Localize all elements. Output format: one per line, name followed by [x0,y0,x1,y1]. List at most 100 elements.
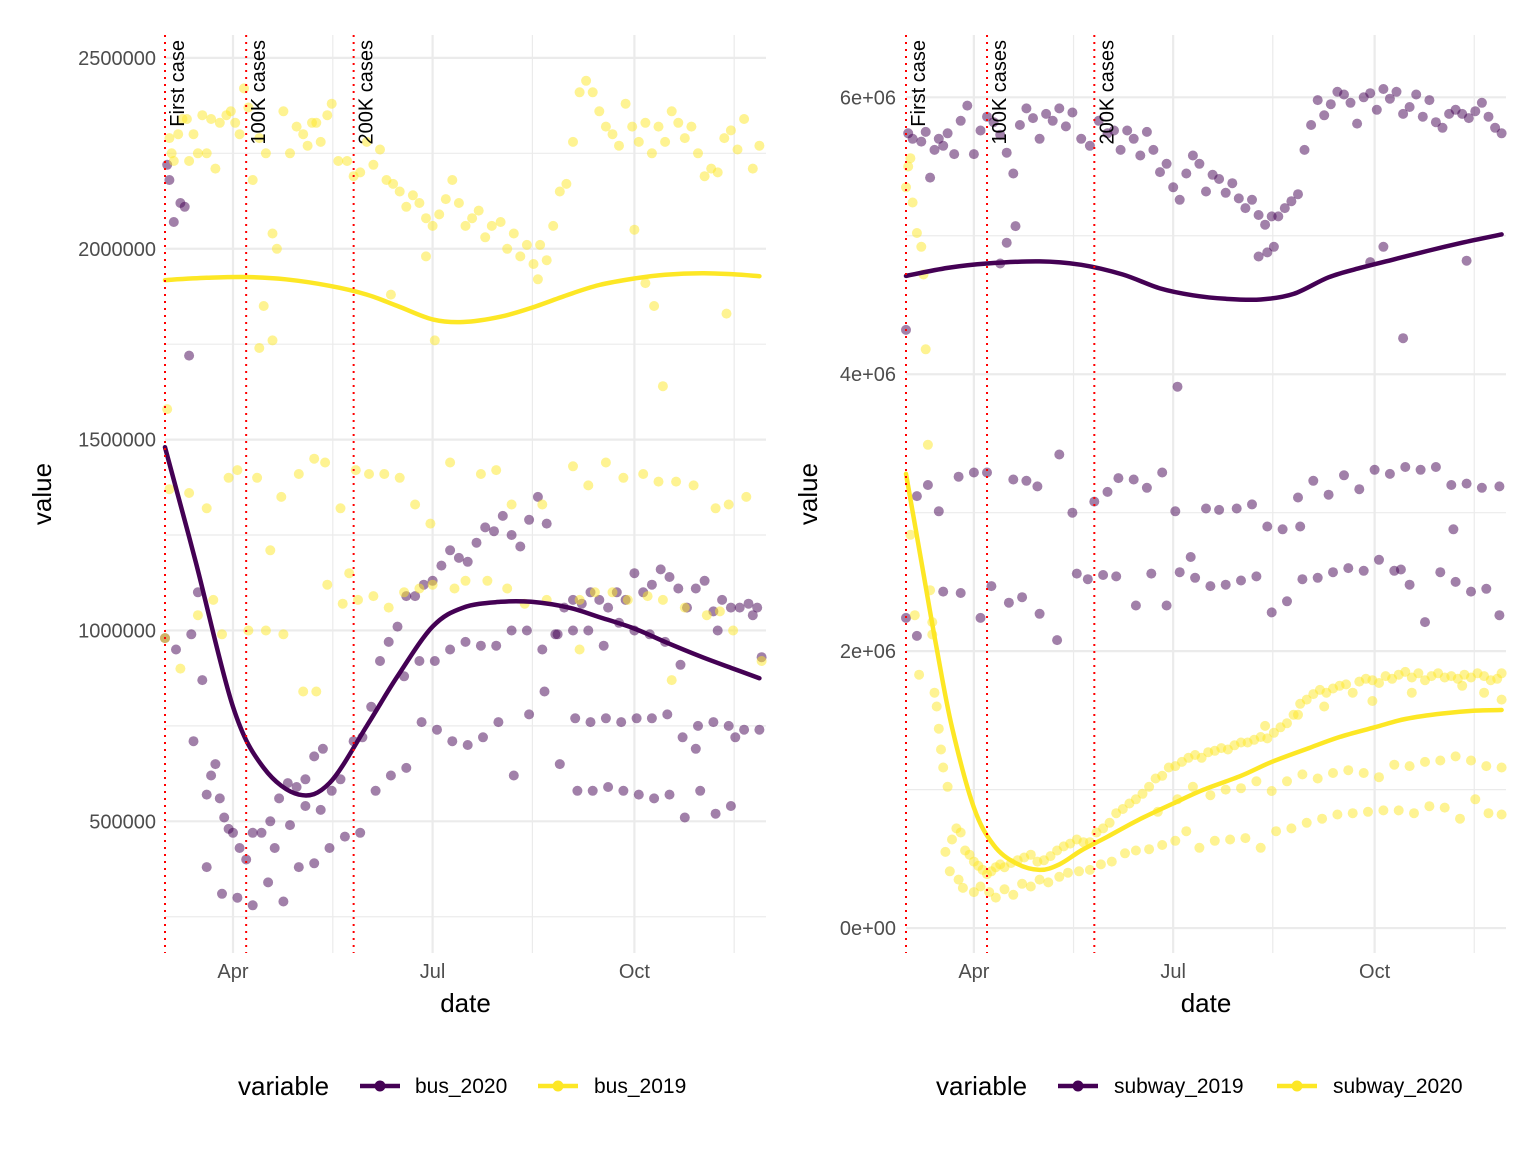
data-point-subway_2019 [1253,210,1264,220]
data-point-subway_2019 [1041,108,1052,119]
data-point-bus_2019 [278,106,289,117]
data-point-bus_2019 [298,129,309,140]
data-point-subway_2019 [1034,608,1045,619]
data-point-bus_2019 [712,167,723,178]
data-point-subway_2019 [1279,203,1290,214]
data-point-subway_2019 [1470,106,1481,117]
data-point-bus_2020 [708,717,719,728]
data-point-subway_2020 [1420,756,1430,767]
data-point-bus_2020 [201,789,212,800]
data-point-subway_2019 [982,467,992,478]
data-point-subway_2020 [1374,772,1384,783]
data-point-bus_2019 [574,644,585,655]
data-point-bus_2019 [230,117,241,128]
data-point-bus_2019 [482,575,493,586]
bus-panel: 500000 1000000 1500000 2000000 2500000 Apr Jul… [27,35,767,1101]
data-point-subway_2019 [1014,120,1025,130]
data-point-subway_2019 [1273,211,1284,222]
data-point-subway_2019 [1067,107,1078,118]
data-point-bus_2020 [752,602,763,613]
data-point-subway_2019 [1187,150,1198,161]
data-point-bus_2019 [267,228,278,239]
data-point-bus_2019 [480,232,491,243]
data-point-bus_2019 [449,583,460,594]
data-point-subway_2020 [942,781,953,792]
data-point-subway_2020 [1455,813,1465,824]
data-point-subway_2020 [953,874,964,885]
data-point-subway_2020 [1479,687,1490,698]
data-point-bus_2020 [747,610,758,621]
data-point-bus_2019 [364,469,374,479]
data-point-bus_2019 [322,579,333,590]
data-point-subway_2019 [929,144,940,155]
data-point-bus_2019 [627,121,638,132]
data-point-bus_2020 [723,720,734,731]
data-point-subway_2019 [1260,219,1271,230]
data-point-bus_2019 [532,274,543,285]
data-point-subway_2019 [1253,251,1264,262]
data-point-subway_2019 [1174,567,1185,578]
data-point-bus_2019 [201,503,212,514]
data-point-bus_2019 [541,255,552,266]
data-point-bus_2019 [399,587,410,598]
y-tick-label: 2000000 [78,239,156,261]
data-point-subway_2019 [1371,104,1382,115]
data-point-bus_2020 [214,793,225,804]
data-point-subway_2019 [1319,110,1330,121]
data-point-bus_2020 [541,518,552,529]
data-point-bus_2020 [300,774,311,785]
data-point-bus_2020 [649,793,660,804]
data-point-bus_2019 [258,301,269,311]
data-point-bus_2020 [197,675,208,686]
data-point-bus_2019 [686,121,697,132]
data-point-bus_2019 [361,136,372,147]
data-point-bus_2019 [298,686,309,697]
data-point-subway_2019 [1111,571,1122,582]
data-point-subway_2019 [1378,241,1389,252]
data-point-bus_2020 [291,782,302,792]
data-point-subway_2019 [1231,503,1242,514]
data-point-subway_2020 [916,241,927,252]
data-point-subway_2020 [1170,835,1181,846]
data-point-subway_2020 [1209,835,1220,846]
data-point-bus_2020 [206,770,217,781]
data-point-bus_2019 [653,476,664,487]
data-point-bus_2020 [471,537,482,548]
smooth-line-subway_2019 [903,232,1504,303]
data-point-subway_2019 [1262,521,1273,532]
data-point-subway_2020 [1084,864,1095,875]
data-point-subway_2019 [1214,174,1225,184]
event-label: 200K cases [356,40,378,145]
data-point-bus_2020 [570,713,581,724]
data-point-bus_2020 [664,789,675,800]
data-point-subway_2020 [933,723,944,734]
data-point-subway_2019 [1060,121,1071,132]
data-point-subway_2019 [1437,122,1448,133]
data-point-subway_2019 [1448,524,1459,535]
data-point-bus_2019 [754,140,765,151]
x-tick-label: Oct [1359,961,1391,983]
data-point-bus_2019 [164,133,175,144]
data-point-subway_2019 [1172,381,1183,392]
data-point-bus_2019 [192,610,203,621]
data-point-subway_2019 [1161,600,1172,611]
data-point-bus_2019 [421,251,431,262]
data-point-bus_2019 [394,186,405,197]
data-point-bus_2020 [603,602,614,613]
data-point-bus_2020 [184,350,195,361]
data-point-subway_2020 [1157,770,1168,781]
data-point-bus_2019 [679,133,690,144]
data-point-bus_2020 [739,724,750,735]
data-point-bus_2020 [754,724,765,735]
data-point-bus_2019 [353,594,363,605]
data-point-subway_2019 [1084,140,1095,151]
data-point-subway_2019 [1201,503,1211,514]
data-point-bus_2019 [693,148,703,159]
data-point-bus_2020 [171,644,181,655]
data-point-subway_2019 [1463,113,1474,124]
data-point-subway_2020 [914,669,925,680]
data-point-bus_2020 [429,656,440,666]
legend-key-point [374,1080,386,1092]
data-point-subway_2020 [1332,809,1343,820]
y-tick-label: 1500000 [78,430,156,452]
